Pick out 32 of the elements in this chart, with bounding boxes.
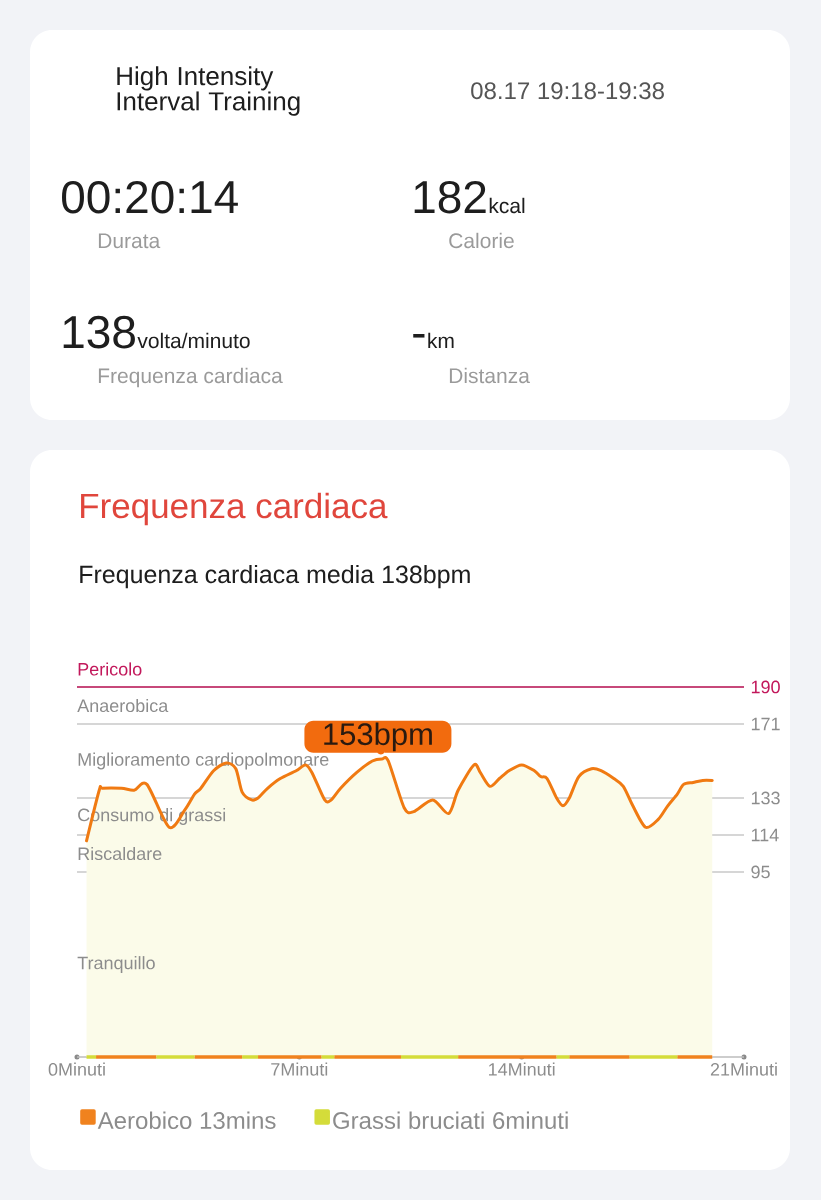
chart-subtitle: Frequenza cardiaca media 138bpm [80, 564, 470, 589]
y-tick-label: 190 [751, 680, 780, 694]
annotation: 153bpm [324, 722, 432, 752]
text: Durata [98, 233, 161, 249]
text: 00:20:14 [62, 180, 238, 214]
text: 182 [414, 180, 486, 214]
x-tick-label: 14Minuti [489, 1062, 555, 1076]
text: Frequenza cardiaca [98, 367, 283, 388]
ref-line-label: Pericolo [78, 662, 142, 676]
y-tick-label: 133 [751, 791, 780, 805]
x-tick-label: 21Minuti [710, 1062, 777, 1076]
text: High Intensity Interval Training [117, 66, 300, 116]
x-tick-label: 0Minuti [48, 1062, 105, 1076]
text: 08.17 19:18-19:38 [471, 82, 664, 100]
annotation: Riscaldare [78, 846, 162, 861]
text: kcal [489, 197, 525, 214]
annotation: Miglioramento cardiopolmonare [78, 752, 329, 770]
y-tick-label: 95 [751, 865, 770, 879]
y-tick-label: 114 [751, 828, 779, 842]
annotation: Tranquillo [77, 956, 155, 973]
text: Distanza [449, 367, 530, 384]
text: 138 [63, 315, 135, 349]
legend-label: Grassi bruciati 6minuti [333, 1111, 568, 1130]
annotation: Anaerobica [77, 698, 169, 713]
text: - [413, 333, 425, 338]
x-tick-label: 7Minuti [271, 1062, 328, 1076]
text: km [428, 332, 454, 348]
text: Calorie [449, 232, 514, 249]
chart-title: Frequenza cardiaca [81, 492, 388, 526]
legend-label: Aerobico 13mins [97, 1111, 276, 1130]
text: volta/minuto [137, 332, 250, 349]
y-tick-label: 171 [751, 717, 780, 731]
